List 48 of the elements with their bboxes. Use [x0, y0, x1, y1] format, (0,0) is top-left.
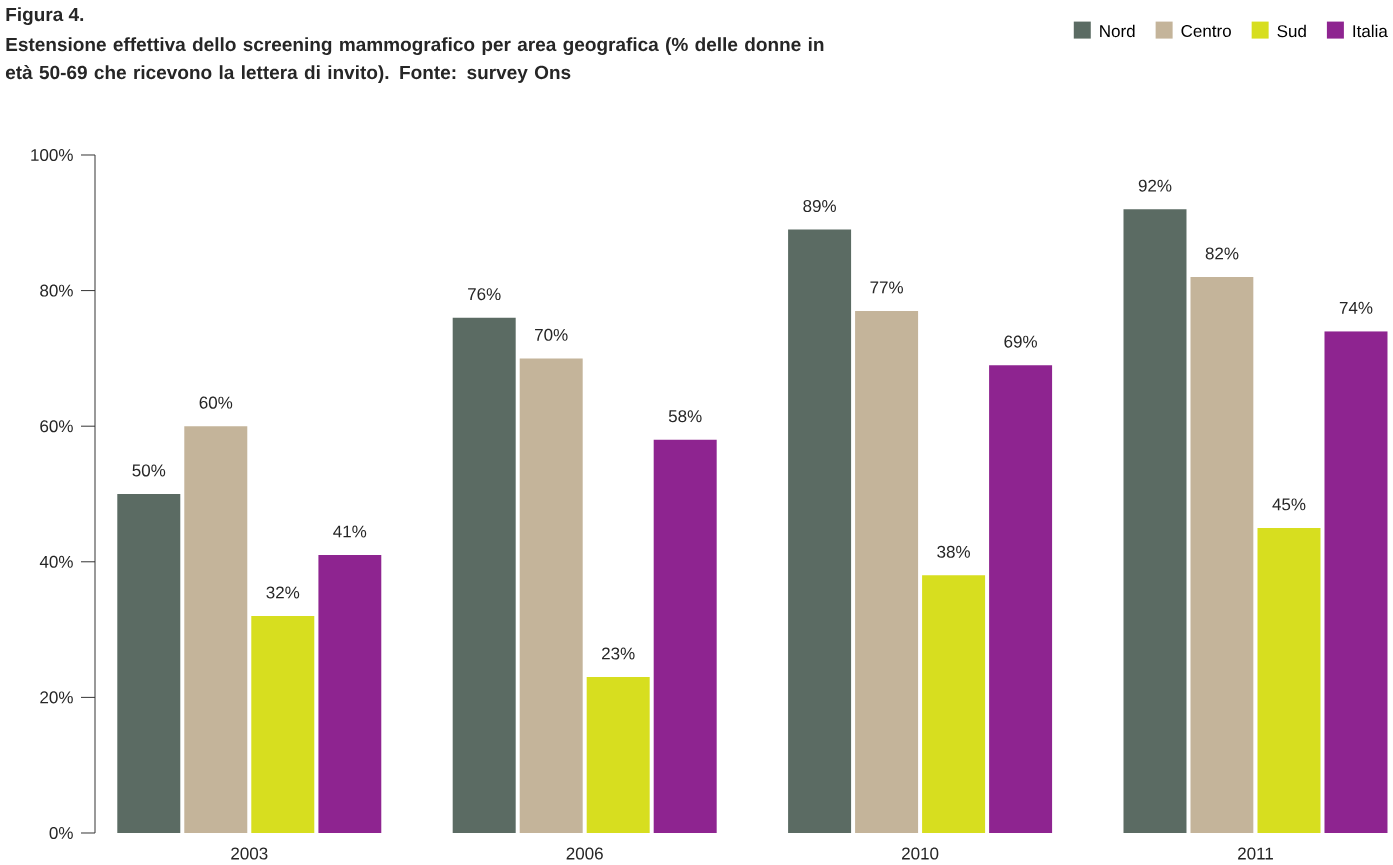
y-tick-label: 80% — [40, 284, 73, 297]
data-label: 32% — [266, 586, 300, 599]
bar — [251, 616, 315, 833]
y-tick-label: 40% — [39, 555, 73, 568]
y-tick-label: 60% — [40, 420, 73, 433]
bar — [855, 310, 919, 833]
data-label: 41% — [333, 525, 367, 538]
data-label: 77% — [870, 281, 903, 294]
data-label: 50% — [132, 464, 166, 477]
bar — [117, 493, 181, 833]
legend-label: Sud — [1277, 24, 1306, 38]
bar — [452, 317, 516, 833]
data-label: 58% — [668, 410, 702, 423]
bar — [788, 229, 852, 833]
bar — [318, 555, 382, 833]
chart-subtitle: Estensione effettiva dello screening mammografico per area geografica (% delle donne in età 50-69 che ricevono la lettera di invito). Fonte: survey Ons — [5, 37, 824, 83]
data-label: 70% — [535, 328, 568, 341]
bar — [586, 677, 650, 833]
y-tick-label: 0% — [49, 826, 73, 840]
data-label: 76% — [468, 288, 501, 301]
bar — [184, 426, 248, 833]
bar — [653, 439, 717, 833]
data-label: 45% — [1272, 498, 1306, 511]
legend-label: Italia — [1353, 24, 1388, 38]
chart-title: Figura 4. — [6, 7, 84, 25]
data-label: 74% — [1339, 301, 1373, 314]
data-label: 23% — [602, 647, 635, 660]
bar — [989, 365, 1053, 833]
bar — [1257, 527, 1321, 833]
x-tick-label: 2011 — [1238, 847, 1273, 860]
x-tick-label: 2006 — [566, 847, 603, 860]
data-label: 60% — [199, 396, 233, 409]
bar — [1190, 277, 1254, 833]
bar — [519, 358, 583, 833]
bar — [1324, 331, 1388, 833]
y-tick-label: 20% — [40, 691, 73, 704]
data-label: 89% — [803, 200, 836, 213]
data-label: 82% — [1205, 247, 1239, 260]
bar — [922, 575, 986, 833]
legend-label: Nord — [1100, 24, 1135, 38]
x-tick-label: 2003 — [231, 847, 268, 860]
bar — [1123, 209, 1187, 833]
x-tick-label: 2010 — [902, 847, 939, 860]
legend-label: Centro — [1181, 24, 1231, 37]
y-tick-label: 100% — [31, 148, 73, 162]
data-label: 38% — [937, 545, 970, 558]
data-label: 69% — [1004, 335, 1037, 348]
data-label: 92% — [1138, 179, 1172, 192]
